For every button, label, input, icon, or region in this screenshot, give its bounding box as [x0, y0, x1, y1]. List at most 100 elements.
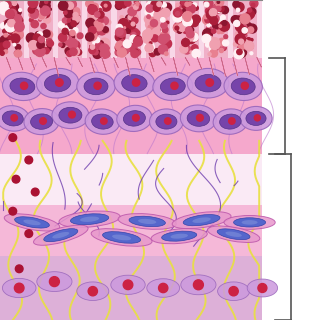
Circle shape	[65, 29, 73, 36]
Polygon shape	[257, 58, 261, 67]
Circle shape	[39, 46, 47, 53]
Circle shape	[248, 24, 257, 33]
Circle shape	[218, 28, 221, 32]
Circle shape	[218, 8, 222, 13]
Ellipse shape	[207, 226, 260, 243]
Circle shape	[239, 39, 244, 44]
Circle shape	[41, 4, 50, 13]
Circle shape	[176, 12, 180, 16]
Circle shape	[204, 0, 213, 8]
Circle shape	[74, 8, 80, 14]
Circle shape	[7, 7, 9, 9]
Circle shape	[235, 31, 241, 37]
Bar	[140, 0, 146, 58]
Ellipse shape	[52, 102, 89, 129]
Circle shape	[116, 42, 125, 51]
Circle shape	[121, 2, 127, 8]
Circle shape	[41, 49, 45, 53]
Ellipse shape	[77, 282, 109, 300]
Circle shape	[121, 45, 129, 54]
Circle shape	[37, 10, 46, 20]
Circle shape	[67, 0, 76, 9]
Ellipse shape	[24, 108, 59, 135]
Circle shape	[72, 50, 77, 55]
Circle shape	[45, 31, 52, 38]
Circle shape	[14, 15, 22, 23]
Circle shape	[0, 5, 9, 15]
Circle shape	[38, 36, 44, 43]
Circle shape	[183, 12, 192, 21]
Circle shape	[173, 24, 181, 32]
Circle shape	[41, 9, 50, 18]
Bar	[111, 0, 116, 58]
Circle shape	[214, 41, 217, 44]
Circle shape	[26, 33, 36, 43]
Circle shape	[183, 8, 189, 14]
Circle shape	[100, 44, 108, 52]
Circle shape	[2, 2, 5, 5]
Ellipse shape	[240, 107, 272, 130]
Polygon shape	[18, 58, 23, 70]
Circle shape	[213, 23, 219, 29]
Circle shape	[39, 42, 46, 49]
Circle shape	[218, 38, 226, 46]
Circle shape	[241, 50, 246, 55]
Circle shape	[251, 38, 253, 41]
Circle shape	[216, 3, 220, 8]
Circle shape	[74, 10, 80, 16]
Circle shape	[0, 2, 8, 11]
Circle shape	[220, 29, 224, 34]
Circle shape	[59, 1, 68, 10]
Circle shape	[89, 47, 95, 53]
Circle shape	[15, 22, 24, 32]
Circle shape	[7, 22, 17, 32]
Circle shape	[62, 26, 68, 32]
Ellipse shape	[34, 225, 88, 245]
Circle shape	[16, 27, 23, 33]
Circle shape	[106, 20, 111, 25]
Circle shape	[209, 9, 217, 16]
Circle shape	[93, 12, 100, 20]
Circle shape	[177, 27, 183, 33]
Polygon shape	[197, 58, 202, 69]
Polygon shape	[78, 58, 83, 67]
Ellipse shape	[4, 214, 60, 231]
Circle shape	[86, 0, 93, 7]
Circle shape	[151, 25, 160, 35]
Circle shape	[34, 47, 36, 49]
Polygon shape	[138, 58, 142, 69]
Circle shape	[162, 19, 168, 25]
Ellipse shape	[147, 279, 180, 297]
Circle shape	[224, 35, 228, 39]
Circle shape	[102, 48, 107, 52]
Circle shape	[25, 230, 33, 237]
Circle shape	[160, 35, 168, 43]
Circle shape	[39, 18, 41, 21]
Circle shape	[254, 115, 260, 121]
Circle shape	[249, 9, 252, 12]
Circle shape	[128, 15, 133, 20]
Circle shape	[19, 24, 22, 27]
Circle shape	[100, 38, 110, 48]
Ellipse shape	[171, 234, 188, 239]
Circle shape	[186, 34, 196, 44]
Polygon shape	[114, 58, 118, 68]
Circle shape	[229, 287, 238, 296]
Circle shape	[101, 1, 111, 11]
Circle shape	[0, 40, 6, 48]
Circle shape	[100, 26, 102, 29]
Circle shape	[40, 5, 42, 7]
Circle shape	[99, 8, 101, 11]
Circle shape	[205, 43, 210, 47]
Ellipse shape	[59, 107, 82, 123]
Circle shape	[90, 48, 95, 54]
Ellipse shape	[138, 219, 156, 224]
Circle shape	[185, 2, 194, 10]
Circle shape	[65, 11, 73, 19]
Circle shape	[162, 31, 168, 37]
Circle shape	[188, 32, 193, 37]
Circle shape	[148, 25, 153, 29]
Circle shape	[184, 14, 191, 21]
Circle shape	[93, 50, 101, 59]
Circle shape	[45, 10, 50, 14]
